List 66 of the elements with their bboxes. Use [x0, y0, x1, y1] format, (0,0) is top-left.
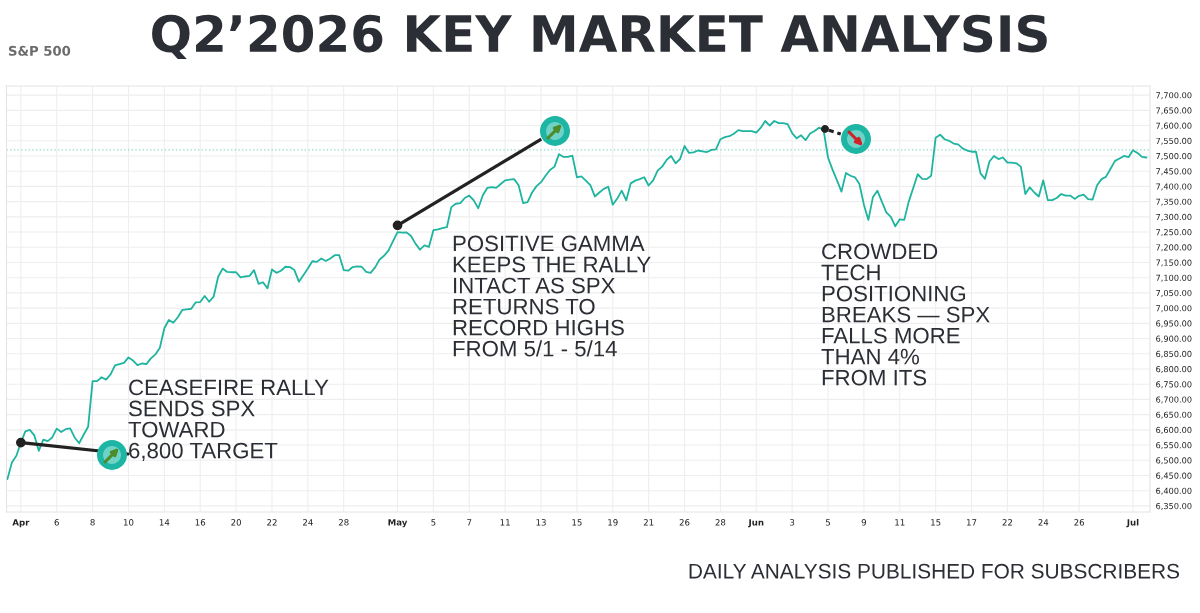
- y-tick-label: 7,350.00: [1156, 198, 1192, 206]
- y-tick-label: 7,100.00: [1156, 274, 1192, 282]
- y-tick-label: 6,800.00: [1156, 366, 1192, 374]
- y-tick-label: 7,200.00: [1156, 244, 1192, 252]
- y-tick-label: 6,650.00: [1156, 411, 1192, 419]
- y-tick-label: 6,350.00: [1156, 502, 1192, 510]
- y-tick-label: 6,700.00: [1156, 396, 1192, 404]
- x-tick-label: 3: [790, 519, 795, 526]
- y-tick-label: 7,500.00: [1156, 153, 1192, 161]
- y-tick-label: 7,250.00: [1156, 229, 1192, 237]
- x-tick-label: May: [388, 519, 408, 528]
- x-tick-label: 5: [825, 519, 831, 526]
- x-tick-label: 24: [1038, 519, 1049, 526]
- x-tick-label: 16: [195, 519, 206, 526]
- y-tick-label: 7,050.00: [1156, 289, 1192, 297]
- x-tick-label: 28: [715, 519, 726, 526]
- x-tick-label: 10: [123, 519, 134, 526]
- chart-title: Q2’2026 KEY MARKET ANALYSIS: [152, 14, 1047, 60]
- annotation: CEASEFIRE RALLY SENDS SPX TOWARD 6,800 TARGET: [128, 379, 329, 462]
- x-tick-label: 15: [931, 519, 941, 526]
- x-tick-label: 6: [54, 519, 59, 526]
- chart-subtitle: S&P 500: [8, 45, 71, 56]
- y-tick-label: 6,550.00: [1156, 442, 1192, 450]
- y-tick-label: 7,650.00: [1156, 107, 1192, 115]
- x-tick-label: Jun: [748, 519, 764, 528]
- y-tick-label: 7,550.00: [1156, 137, 1192, 145]
- x-tick-label: 20: [231, 519, 241, 526]
- y-tick-label: 6,850.00: [1156, 350, 1192, 358]
- x-tick-label: Apr: [12, 519, 30, 528]
- x-tick-label: 24: [303, 519, 313, 526]
- x-tick-label: 7: [467, 519, 472, 526]
- x-tick-label: 26: [1074, 519, 1085, 526]
- annotation: CROWDED TECH POSITIONING BREAKS — SPX FALLS MORE THAN 4% FROM ITS: [821, 243, 990, 386]
- y-tick-label: 7,700.00: [1156, 92, 1192, 100]
- annotation: POSITIVE GAMMA KEEPS THE RALLY INTACT AS SPX RETURNS TO RECORD HIGHS FROM 5/1 - 5/14: [453, 235, 651, 357]
- y-tick-label: 7,600.00: [1156, 122, 1192, 130]
- y-tick-label: 7,000.00: [1156, 305, 1192, 313]
- x-tick-label: 9: [861, 519, 867, 526]
- y-tick-label: 7,300.00: [1156, 213, 1192, 221]
- x-tick-label: 22: [267, 519, 277, 526]
- x-tick-label: 11: [895, 519, 905, 526]
- x-tick-label: 17: [966, 519, 977, 526]
- x-tick-label: 15: [572, 519, 582, 526]
- y-tick-label: 7,150.00: [1156, 259, 1192, 267]
- x-tick-label: 28: [338, 519, 349, 526]
- x-tick-label: 21: [643, 519, 654, 526]
- y-tick-label: 6,450.00: [1156, 472, 1192, 480]
- x-tick-label: 8: [90, 519, 95, 526]
- y-tick-label: 6,500.00: [1156, 457, 1192, 465]
- x-tick-label: 5: [431, 519, 436, 526]
- y-tick-label: 6,950.00: [1156, 320, 1192, 328]
- x-tick-label: 11: [500, 519, 510, 526]
- y-tick-label: 6,400.00: [1156, 487, 1192, 495]
- x-tick-label: 19: [608, 519, 618, 526]
- y-tick-label: 6,600.00: [1156, 426, 1192, 434]
- x-tick-label: 14: [159, 519, 170, 526]
- y-tick-label: 7,400.00: [1156, 183, 1192, 191]
- x-tick-label: 26: [679, 519, 690, 526]
- y-tick-label: 7,450.00: [1156, 168, 1192, 176]
- text: DAILY ANALYSIS PUBLISHED FOR SUBSCRIBERS: [689, 563, 1180, 579]
- y-tick-label: 6,900.00: [1156, 335, 1192, 343]
- line-series: [6, 120, 1148, 481]
- x-tick-label: 13: [536, 519, 546, 526]
- x-tick-label: Jul: [1126, 518, 1139, 528]
- x-tick-label: 22: [1002, 519, 1013, 526]
- y-tick-label: 6,750.00: [1156, 381, 1192, 389]
